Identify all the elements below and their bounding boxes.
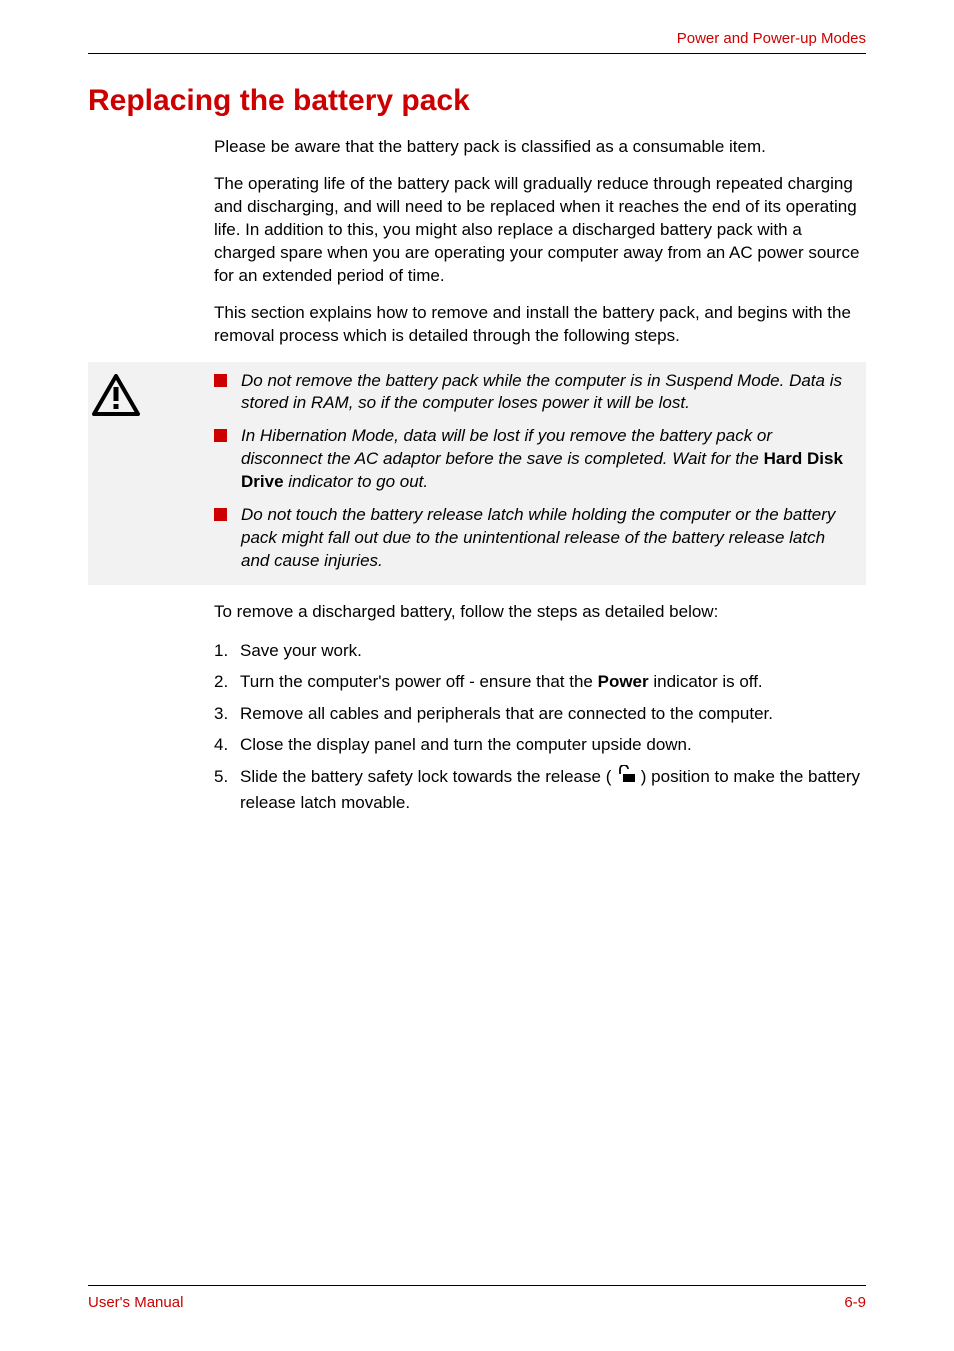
warning-text-2: In Hibernation Mode, data will be lost i… <box>241 425 852 494</box>
step-text: Turn the computer's power off - ensure t… <box>240 669 866 695</box>
bullet-icon <box>214 508 227 521</box>
bullet-icon <box>214 374 227 387</box>
step-number: 5. <box>214 764 240 816</box>
footer-divider <box>88 1285 866 1286</box>
step-text: Close the display panel and turn the com… <box>240 732 866 758</box>
paragraph-3: This section explains how to remove and … <box>214 302 866 348</box>
main-heading: Replacing the battery pack <box>88 84 866 118</box>
step-3: 3. Remove all cables and peripherals tha… <box>214 701 866 727</box>
steps-list: 1. Save your work. 2. Turn the computer'… <box>214 638 866 816</box>
warning-2-post: indicator to go out. <box>284 472 429 491</box>
warning-icon <box>92 374 140 421</box>
paragraph-2: The operating life of the battery pack w… <box>214 173 866 288</box>
step-2: 2. Turn the computer's power off - ensur… <box>214 669 866 695</box>
bullet-icon <box>214 429 227 442</box>
page-footer: User's Manual 6-9 <box>88 1285 866 1311</box>
step-text: Save your work. <box>240 638 866 664</box>
paragraph-1: Please be aware that the battery pack is… <box>214 136 866 159</box>
step-number: 3. <box>214 701 240 727</box>
warning-callout: Do not remove the battery pack while the… <box>88 362 866 586</box>
step-5-pre: Slide the battery safety lock towards th… <box>240 767 616 786</box>
warning-item-3: Do not touch the battery release latch w… <box>214 504 852 573</box>
step-number: 4. <box>214 732 240 758</box>
warning-text-3: Do not touch the battery release latch w… <box>241 504 852 573</box>
step-2-bold: Power <box>598 672 649 691</box>
step-number: 2. <box>214 669 240 695</box>
steps-intro: To remove a discharged battery, follow t… <box>214 601 866 624</box>
step-2-post: indicator is off. <box>649 672 763 691</box>
step-text: Remove all cables and peripherals that a… <box>240 701 866 727</box>
footer-left: User's Manual <box>88 1294 183 1311</box>
step-text: Slide the battery safety lock towards th… <box>240 764 866 816</box>
warning-text-1: Do not remove the battery pack while the… <box>241 370 852 416</box>
step-1: 1. Save your work. <box>214 638 866 664</box>
step-number: 1. <box>214 638 240 664</box>
warning-item-2: In Hibernation Mode, data will be lost i… <box>214 425 852 494</box>
unlock-icon <box>616 765 636 791</box>
header-section-title: Power and Power-up Modes <box>88 30 866 47</box>
warning-2-pre: In Hibernation Mode, data will be lost i… <box>241 426 772 468</box>
footer-right: 6-9 <box>844 1294 866 1311</box>
step-2-pre: Turn the computer's power off - ensure t… <box>240 672 598 691</box>
step-4: 4. Close the display panel and turn the … <box>214 732 866 758</box>
header-divider <box>88 53 866 54</box>
step-5: 5. Slide the battery safety lock towards… <box>214 764 866 816</box>
warning-item-1: Do not remove the battery pack while the… <box>214 370 852 416</box>
